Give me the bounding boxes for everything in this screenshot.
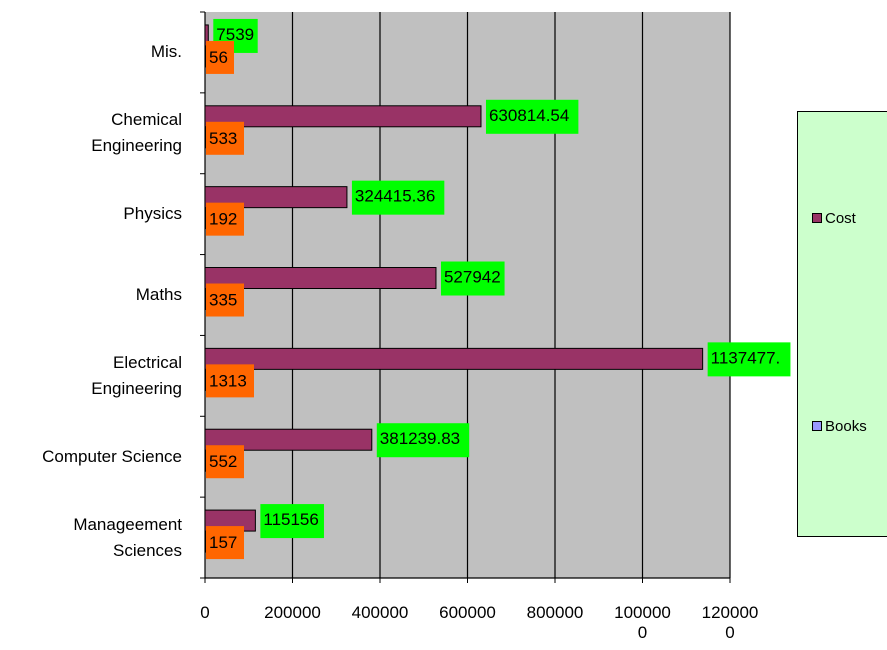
x-tick-label-line: 100000 — [614, 603, 671, 622]
data-label-books: 552 — [209, 452, 237, 471]
category-label: Mis. — [151, 39, 182, 65]
data-label-bg-books — [206, 283, 244, 317]
data-label-cost: 381239.83 — [380, 429, 460, 448]
category-label: Maths — [136, 282, 182, 308]
data-label-cost: 630814.54 — [489, 106, 569, 125]
data-label-cost: 1137477. — [711, 348, 781, 367]
category-label: Physics — [123, 201, 182, 227]
data-label-bg-books — [206, 445, 244, 479]
data-label-bg-cost — [260, 504, 324, 539]
data-label-books: 56 — [209, 48, 228, 67]
category-label-line: Electrical — [113, 352, 182, 372]
data-label-bg-cost — [440, 261, 505, 296]
bar-books — [204, 368, 207, 391]
data-label-bg-books — [206, 202, 244, 236]
x-tick-label-line: 200000 — [264, 603, 321, 622]
bar-books — [204, 530, 207, 553]
bar-cost — [204, 105, 482, 128]
category-label: Chemical Engineering — [91, 107, 182, 159]
x-tick-label: 200000 — [248, 603, 338, 623]
x-tick-label-line: 800000 — [526, 603, 584, 622]
x-tick-label-line: 600000 — [439, 603, 496, 622]
data-label-bg-cost — [485, 99, 579, 134]
legend-swatch-cost — [812, 213, 822, 224]
category-label-line: Mis. — [150, 42, 182, 62]
data-label-books: 157 — [209, 533, 237, 552]
data-label-bg-books — [206, 40, 234, 74]
x-tick-label-line: 0 — [200, 603, 210, 622]
x-tick-label: 100000 0 — [598, 603, 688, 643]
bar-books — [204, 45, 207, 68]
category-label: Manageement Sciences — [73, 512, 182, 564]
data-label-bg-books — [206, 121, 244, 155]
data-label-bg-cost — [707, 342, 791, 377]
x-tick-label: 120000 0 — [685, 603, 775, 643]
bar-cost — [204, 428, 373, 451]
x-tick-label-line: 0 — [725, 623, 735, 642]
category-label-line: Engineering — [91, 136, 182, 156]
bar-cost — [204, 186, 348, 209]
x-tick-label-line: 120000 — [701, 603, 759, 622]
category-label-line: Engineering — [91, 378, 182, 398]
legend-item-books: Books — [812, 418, 867, 435]
x-tick-label: 600000 — [423, 603, 513, 623]
data-label-books: 192 — [209, 210, 237, 229]
data-label-bg-books — [206, 364, 254, 398]
bar-books — [204, 126, 207, 149]
category-label: Electrical Engineering — [91, 350, 182, 402]
data-label-bg-cost — [351, 180, 445, 215]
category-label-line: Chemical — [111, 110, 182, 130]
data-label-cost: 527942 — [444, 268, 501, 287]
data-label-cost: 7539 — [216, 25, 254, 44]
data-label-bg-cost — [376, 423, 470, 458]
category-label-line: Physics — [123, 204, 182, 224]
data-label-bg-books — [206, 526, 244, 560]
bar-books — [204, 207, 207, 230]
x-tick-label-line: 400000 — [351, 603, 409, 622]
category-label-line: Computer Science — [42, 446, 182, 466]
category-label-line: Maths — [135, 285, 182, 304]
x-tick-label: 0 — [160, 603, 250, 623]
legend: Cost Books — [797, 111, 887, 537]
legend-label-books: Books — [825, 418, 867, 435]
x-tick-label: 800000 — [510, 603, 600, 623]
category-label-line: Sciences — [113, 540, 182, 560]
bar-cost — [204, 267, 437, 290]
legend-swatch-books — [812, 421, 822, 432]
data-label-books: 1313 — [209, 371, 247, 390]
bar-books — [204, 288, 207, 311]
x-tick-label: 400000 — [335, 603, 425, 623]
bar-books — [204, 449, 207, 472]
data-label-cost: 324415.36 — [355, 187, 435, 206]
x-tick-label-line: 0 — [637, 623, 648, 642]
bar-cost — [204, 347, 704, 370]
legend-item-cost: Cost — [812, 210, 856, 227]
data-label-books: 533 — [209, 129, 237, 148]
category-label-line: Manageement — [73, 514, 182, 534]
category-label: Computer Science — [42, 444, 182, 470]
data-label-books: 335 — [209, 291, 237, 310]
legend-label-cost: Cost — [825, 210, 856, 227]
data-label-cost: 115156 — [263, 510, 318, 529]
